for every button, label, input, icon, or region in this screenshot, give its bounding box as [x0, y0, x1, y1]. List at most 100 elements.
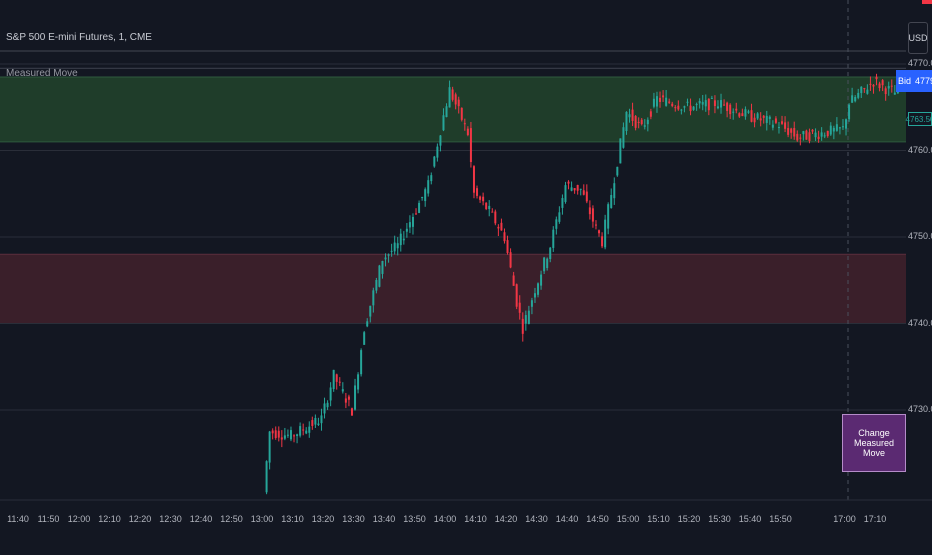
x-tick-label: 14:00 [434, 514, 457, 524]
candle [537, 282, 540, 298]
candle-body [692, 106, 695, 110]
candle [430, 172, 433, 185]
candle-body [457, 99, 460, 107]
candle-body [625, 111, 628, 131]
candle-body [829, 125, 832, 135]
candle-body [607, 204, 610, 229]
candle-body [497, 226, 500, 229]
candle-body [726, 102, 729, 111]
candle-body [710, 97, 713, 99]
x-tick-label: 15:50 [769, 514, 792, 524]
candle [485, 202, 488, 211]
candle-body [781, 121, 784, 124]
candle [753, 113, 756, 128]
candle [293, 434, 296, 443]
candle-body [701, 102, 704, 105]
candle-body [564, 185, 567, 202]
candle [820, 127, 823, 141]
candle-body [665, 97, 668, 106]
candle-body [838, 127, 841, 129]
indicator-name[interactable]: Measured Move [6, 68, 78, 79]
candle [738, 112, 741, 118]
candle [610, 188, 613, 209]
candle-body [360, 350, 363, 375]
candle-body [845, 119, 848, 129]
candle-body [558, 212, 561, 222]
candle [558, 206, 561, 224]
candle-body [576, 184, 579, 191]
candle-body [841, 126, 844, 128]
candle [619, 138, 622, 164]
candle [363, 330, 366, 345]
candle [357, 372, 360, 394]
candle [762, 115, 765, 124]
candle [799, 134, 802, 146]
candle-body [784, 122, 787, 129]
candle-body [869, 83, 872, 85]
candle-body [640, 119, 643, 125]
candle [750, 103, 753, 123]
candle-body [851, 95, 854, 103]
change-measured-move-button[interactable]: Change Measured Move [842, 414, 906, 472]
candle-body [357, 374, 360, 390]
candle [271, 428, 274, 440]
candle [872, 84, 875, 94]
candle [506, 235, 509, 255]
candle [698, 98, 701, 109]
candle [497, 224, 500, 237]
candle-body [649, 111, 652, 117]
candle [704, 94, 707, 112]
candle-body [890, 85, 893, 87]
x-tick-label: 15:00 [617, 514, 640, 524]
candle [716, 100, 719, 110]
candle-body [741, 113, 744, 117]
x-tick-label: 13:50 [403, 514, 426, 524]
candle-body [826, 130, 829, 137]
candle-body [814, 132, 817, 138]
candle [805, 129, 808, 140]
symbol-title[interactable]: S&P 500 E-mini Futures, 1, CME [6, 32, 152, 43]
candle [875, 73, 878, 86]
candle [683, 105, 686, 113]
candle-body [579, 188, 582, 190]
candle-body [454, 94, 457, 105]
candle [649, 108, 652, 120]
x-tick-label: 15:30 [708, 514, 731, 524]
candle-body [683, 106, 686, 108]
candle-body [466, 128, 469, 135]
currency-button[interactable]: USD [908, 22, 928, 54]
candle-body [628, 114, 631, 118]
candle-body [402, 238, 405, 241]
candle [277, 426, 280, 442]
candle [720, 93, 723, 114]
candle [588, 200, 591, 220]
candle-body [521, 318, 524, 334]
candle-body [704, 100, 707, 107]
candle [305, 427, 308, 435]
candle-body [296, 434, 299, 437]
candle [405, 222, 408, 238]
candle [286, 429, 289, 438]
x-tick-label: 17:00 [833, 514, 856, 524]
candle [686, 98, 689, 107]
candle-body [430, 175, 433, 182]
candle-body [598, 230, 601, 234]
candle [808, 128, 811, 144]
y-tick-label: 4760.00 [908, 144, 932, 155]
candle [265, 460, 268, 495]
candle-body [765, 115, 768, 123]
candle-body [771, 124, 774, 128]
candle-body [893, 92, 896, 95]
candle-body [582, 190, 585, 195]
candle [314, 414, 317, 429]
candle-body [707, 98, 710, 111]
candle [726, 101, 729, 118]
candle-body [280, 437, 283, 440]
candle-body [472, 166, 475, 193]
candle [421, 196, 424, 201]
candle-body [326, 402, 329, 408]
candle [445, 103, 448, 118]
candle [817, 130, 820, 143]
